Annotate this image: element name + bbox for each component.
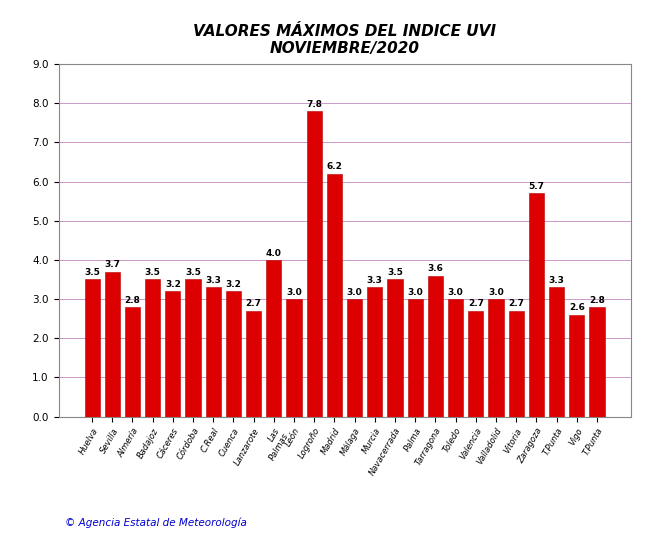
Bar: [569, 315, 584, 417]
Bar: [226, 291, 241, 417]
Text: © Agencia Estatal de Meteorología: © Agencia Estatal de Meteorología: [65, 517, 247, 528]
Text: 2.7: 2.7: [468, 300, 484, 309]
Bar: [165, 291, 181, 417]
Text: 3.5: 3.5: [145, 268, 161, 277]
Bar: [428, 276, 443, 417]
Bar: [145, 279, 161, 417]
Text: 3.5: 3.5: [185, 268, 201, 277]
Bar: [287, 299, 302, 417]
Text: 2.6: 2.6: [569, 303, 584, 312]
Bar: [347, 299, 362, 417]
Text: 3.5: 3.5: [84, 268, 100, 277]
Bar: [488, 299, 504, 417]
Bar: [367, 287, 382, 417]
Text: 2.7: 2.7: [508, 300, 524, 309]
Bar: [105, 272, 120, 417]
Bar: [387, 279, 402, 417]
Bar: [246, 311, 261, 417]
Text: 3.7: 3.7: [104, 260, 120, 269]
Text: 3.2: 3.2: [165, 280, 181, 289]
Text: 4.0: 4.0: [266, 248, 281, 257]
Bar: [205, 287, 221, 417]
Bar: [508, 311, 524, 417]
Text: 3.0: 3.0: [346, 288, 363, 297]
Text: 3.3: 3.3: [367, 276, 383, 285]
Bar: [528, 193, 544, 417]
Bar: [84, 279, 99, 417]
Bar: [185, 279, 201, 417]
Text: 5.7: 5.7: [528, 182, 544, 191]
Bar: [408, 299, 422, 417]
Bar: [549, 287, 564, 417]
Bar: [468, 311, 484, 417]
Text: 3.3: 3.3: [205, 276, 221, 285]
Text: 3.3: 3.3: [549, 276, 564, 285]
Bar: [590, 307, 605, 417]
Bar: [125, 307, 140, 417]
Text: 3.2: 3.2: [226, 280, 241, 289]
Text: 3.6: 3.6: [428, 264, 443, 273]
Text: 3.0: 3.0: [488, 288, 504, 297]
Bar: [327, 174, 342, 417]
Bar: [448, 299, 463, 417]
Text: 3.0: 3.0: [286, 288, 302, 297]
Text: 3.0: 3.0: [448, 288, 463, 297]
Text: 2.8: 2.8: [125, 295, 140, 304]
Bar: [266, 260, 281, 417]
Title: VALORES MÁXIMOS DEL INDICE UVI
NOVIEMBRE/2020: VALORES MÁXIMOS DEL INDICE UVI NOVIEMBRE…: [193, 23, 496, 56]
Text: 7.8: 7.8: [306, 100, 322, 109]
Text: 2.8: 2.8: [589, 295, 605, 304]
Bar: [307, 111, 322, 417]
Text: 3.5: 3.5: [387, 268, 403, 277]
Text: 6.2: 6.2: [326, 162, 343, 171]
Text: 2.7: 2.7: [246, 300, 262, 309]
Text: 3.0: 3.0: [408, 288, 423, 297]
